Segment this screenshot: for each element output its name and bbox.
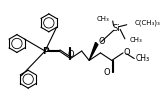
Text: C(CH₃)₃: C(CH₃)₃ [134,20,160,26]
Text: O: O [124,48,131,57]
Text: O: O [67,50,74,59]
Text: O: O [103,68,110,77]
Text: Si: Si [113,24,120,33]
Text: CH₃: CH₃ [130,37,142,43]
Text: O: O [99,37,105,46]
Text: P: P [42,47,48,56]
Text: CH₃: CH₃ [135,54,149,63]
Text: CH₃: CH₃ [96,16,109,22]
Polygon shape [89,42,98,60]
